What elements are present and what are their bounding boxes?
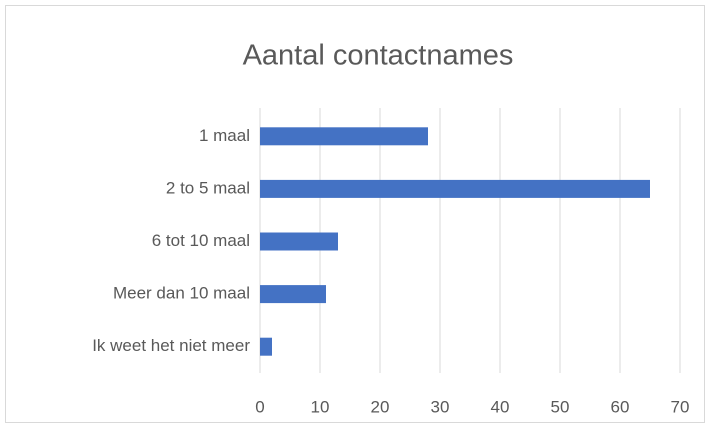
y-tick-label: 1 maal (199, 126, 250, 145)
x-tick-label: 40 (491, 397, 510, 416)
x-tick-label: 30 (431, 397, 450, 416)
x-tick-label: 50 (551, 397, 570, 416)
x-tick-label: 70 (671, 397, 690, 416)
x-tick-label: 10 (311, 397, 330, 416)
y-tick-label: Ik weet het niet meer (92, 336, 250, 355)
x-tick-label: 0 (255, 397, 264, 416)
bar (260, 337, 272, 356)
bar (260, 127, 428, 146)
bar (260, 179, 650, 198)
x-tick-label: 20 (371, 397, 390, 416)
y-tick-label: 6 tot 10 maal (152, 231, 250, 250)
chart-title: Aantal contactnames (243, 40, 514, 72)
chart-border (5, 5, 705, 423)
bar (260, 285, 326, 304)
y-tick-label: Meer dan 10 maal (113, 284, 250, 303)
x-tick-label: 60 (611, 397, 630, 416)
y-tick-label: 2 to 5 maal (166, 178, 250, 197)
bar (260, 232, 338, 251)
